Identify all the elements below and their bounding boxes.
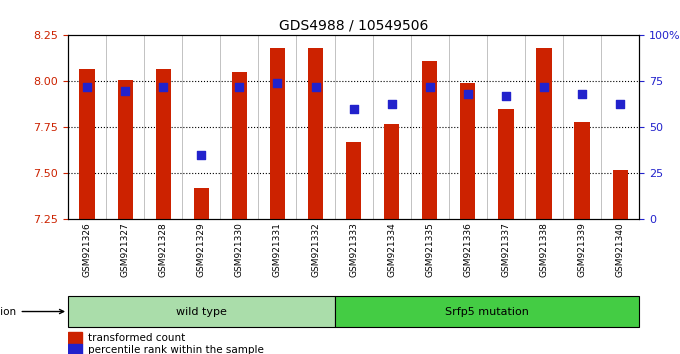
FancyBboxPatch shape [68, 296, 335, 327]
Text: wild type: wild type [176, 307, 226, 316]
Text: GSM921326: GSM921326 [82, 222, 92, 277]
Text: GSM921329: GSM921329 [197, 222, 206, 277]
Point [577, 91, 588, 97]
Point [158, 84, 169, 90]
Text: genotype/variation: genotype/variation [0, 307, 64, 316]
Text: transformed count: transformed count [88, 333, 185, 343]
Bar [194, 188, 209, 219]
Text: percentile rank within the sample: percentile rank within the sample [88, 345, 264, 354]
Point [539, 84, 549, 90]
Point [348, 106, 359, 112]
Bar [460, 83, 475, 219]
Point [615, 101, 626, 106]
Bar [346, 142, 361, 219]
Bar [308, 48, 323, 219]
Bar [232, 72, 247, 219]
Bar [68, 332, 82, 344]
Point [500, 93, 511, 99]
Bar [575, 122, 590, 219]
Text: GSM921334: GSM921334 [387, 222, 396, 277]
Text: GSM921340: GSM921340 [615, 222, 625, 277]
Point [234, 84, 245, 90]
Text: GSM921333: GSM921333 [349, 222, 358, 277]
Bar [537, 48, 551, 219]
Bar [118, 80, 133, 219]
Point [386, 101, 397, 106]
Point [424, 84, 435, 90]
Bar [68, 344, 82, 354]
Bar [613, 170, 628, 219]
Text: GSM921328: GSM921328 [158, 222, 168, 277]
Bar [156, 69, 171, 219]
Text: Srfp5 mutation: Srfp5 mutation [445, 307, 529, 316]
Bar [422, 61, 437, 219]
Point [462, 91, 473, 97]
Text: GSM921336: GSM921336 [463, 222, 473, 277]
Text: GSM921332: GSM921332 [311, 222, 320, 277]
Title: GDS4988 / 10549506: GDS4988 / 10549506 [279, 19, 428, 33]
Point [196, 152, 207, 158]
Text: GSM921331: GSM921331 [273, 222, 282, 277]
Bar [384, 124, 399, 219]
Bar [270, 48, 285, 219]
Text: GSM921330: GSM921330 [235, 222, 244, 277]
FancyBboxPatch shape [335, 296, 639, 327]
Bar [498, 109, 513, 219]
Point [120, 88, 131, 93]
Text: GSM921335: GSM921335 [425, 222, 435, 277]
Text: GSM921339: GSM921339 [577, 222, 587, 277]
Text: GSM921338: GSM921338 [539, 222, 549, 277]
Text: GSM921327: GSM921327 [120, 222, 130, 277]
Bar [80, 69, 95, 219]
Text: GSM921337: GSM921337 [501, 222, 511, 277]
Point [272, 80, 283, 86]
Point [82, 84, 92, 90]
Point [310, 84, 321, 90]
